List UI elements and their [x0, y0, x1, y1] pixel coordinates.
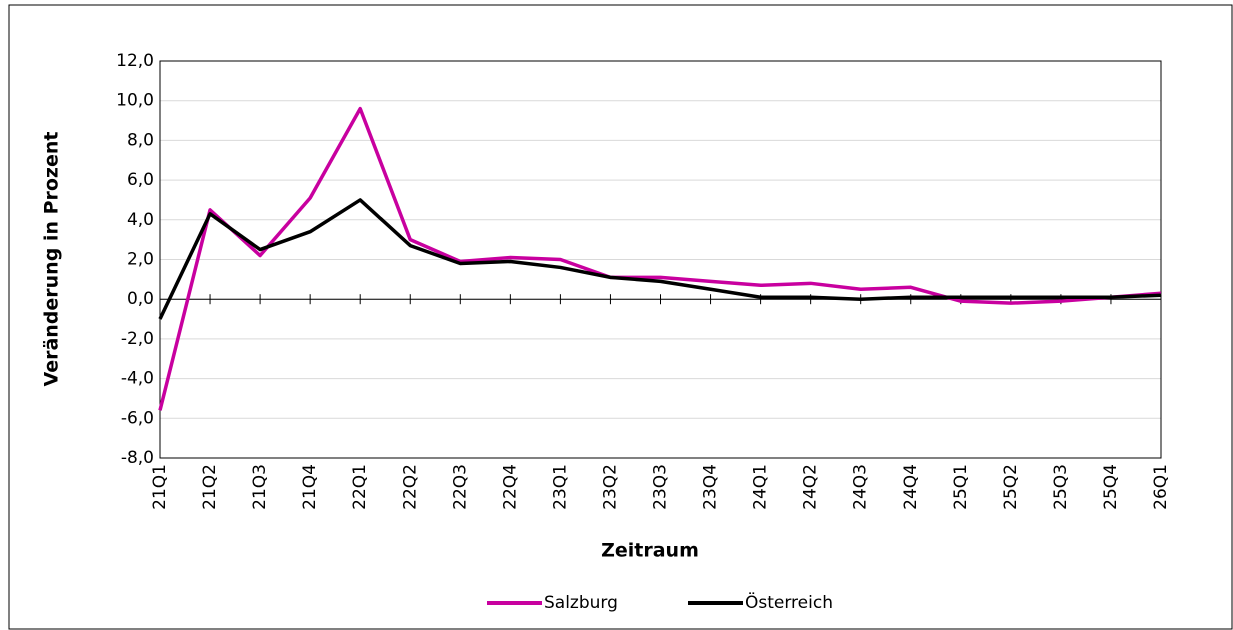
- y-tick-label: -4,0: [121, 369, 154, 389]
- x-tick-label: 24Q3: [851, 464, 871, 510]
- x-tick-label: 21Q1: [150, 464, 170, 510]
- x-tick-label: 25Q4: [1101, 464, 1121, 510]
- x-tick-label: 22Q3: [450, 464, 470, 510]
- x-tick-label: 25Q1: [951, 464, 971, 510]
- x-axis-label: Zeitraum: [601, 540, 699, 562]
- x-tick-label: 24Q1: [751, 464, 771, 510]
- x-tick-label: 21Q4: [300, 464, 320, 510]
- legend-label: Österreich: [745, 591, 833, 613]
- x-tick-label: 22Q1: [350, 464, 370, 510]
- x-tick-label: 24Q2: [801, 464, 821, 510]
- x-tick-label: 21Q3: [250, 464, 270, 510]
- x-tick-label: 26Q1: [1151, 464, 1171, 510]
- x-tick-label: 25Q3: [1051, 464, 1071, 510]
- x-tick-label: 23Q3: [651, 464, 671, 510]
- y-tick-label: 10,0: [116, 91, 154, 111]
- x-tick-label: 24Q4: [901, 464, 921, 510]
- x-tick-label: 25Q2: [1001, 464, 1021, 510]
- x-tick-label: 23Q4: [701, 464, 721, 510]
- x-tick-label: 21Q2: [200, 464, 220, 510]
- y-axis-label: Veränderung in Prozent: [41, 132, 63, 387]
- y-tick-label: 2,0: [127, 250, 154, 270]
- plot-frame: [159, 60, 1162, 459]
- y-tick-label: 8,0: [127, 130, 154, 150]
- y-tick-label: 4,0: [127, 210, 154, 230]
- x-tick-label: 22Q2: [400, 464, 420, 510]
- y-tick-label: -8,0: [121, 448, 154, 468]
- y-tick-label: 12,0: [116, 51, 154, 71]
- y-tick-label: -2,0: [121, 329, 154, 349]
- series-line: [158, 106, 1162, 411]
- series-line: [158, 198, 1162, 320]
- y-tick-label: 0,0: [127, 289, 154, 309]
- chart-frame: [8, 4, 1233, 630]
- x-tick-label: 23Q1: [550, 464, 570, 510]
- x-tick-label: 23Q2: [600, 464, 620, 510]
- y-tick-label: 6,0: [127, 170, 154, 190]
- y-tick-label: -6,0: [121, 408, 154, 428]
- x-tick-label: 22Q4: [500, 464, 520, 510]
- legend-label: Salzburg: [544, 593, 618, 613]
